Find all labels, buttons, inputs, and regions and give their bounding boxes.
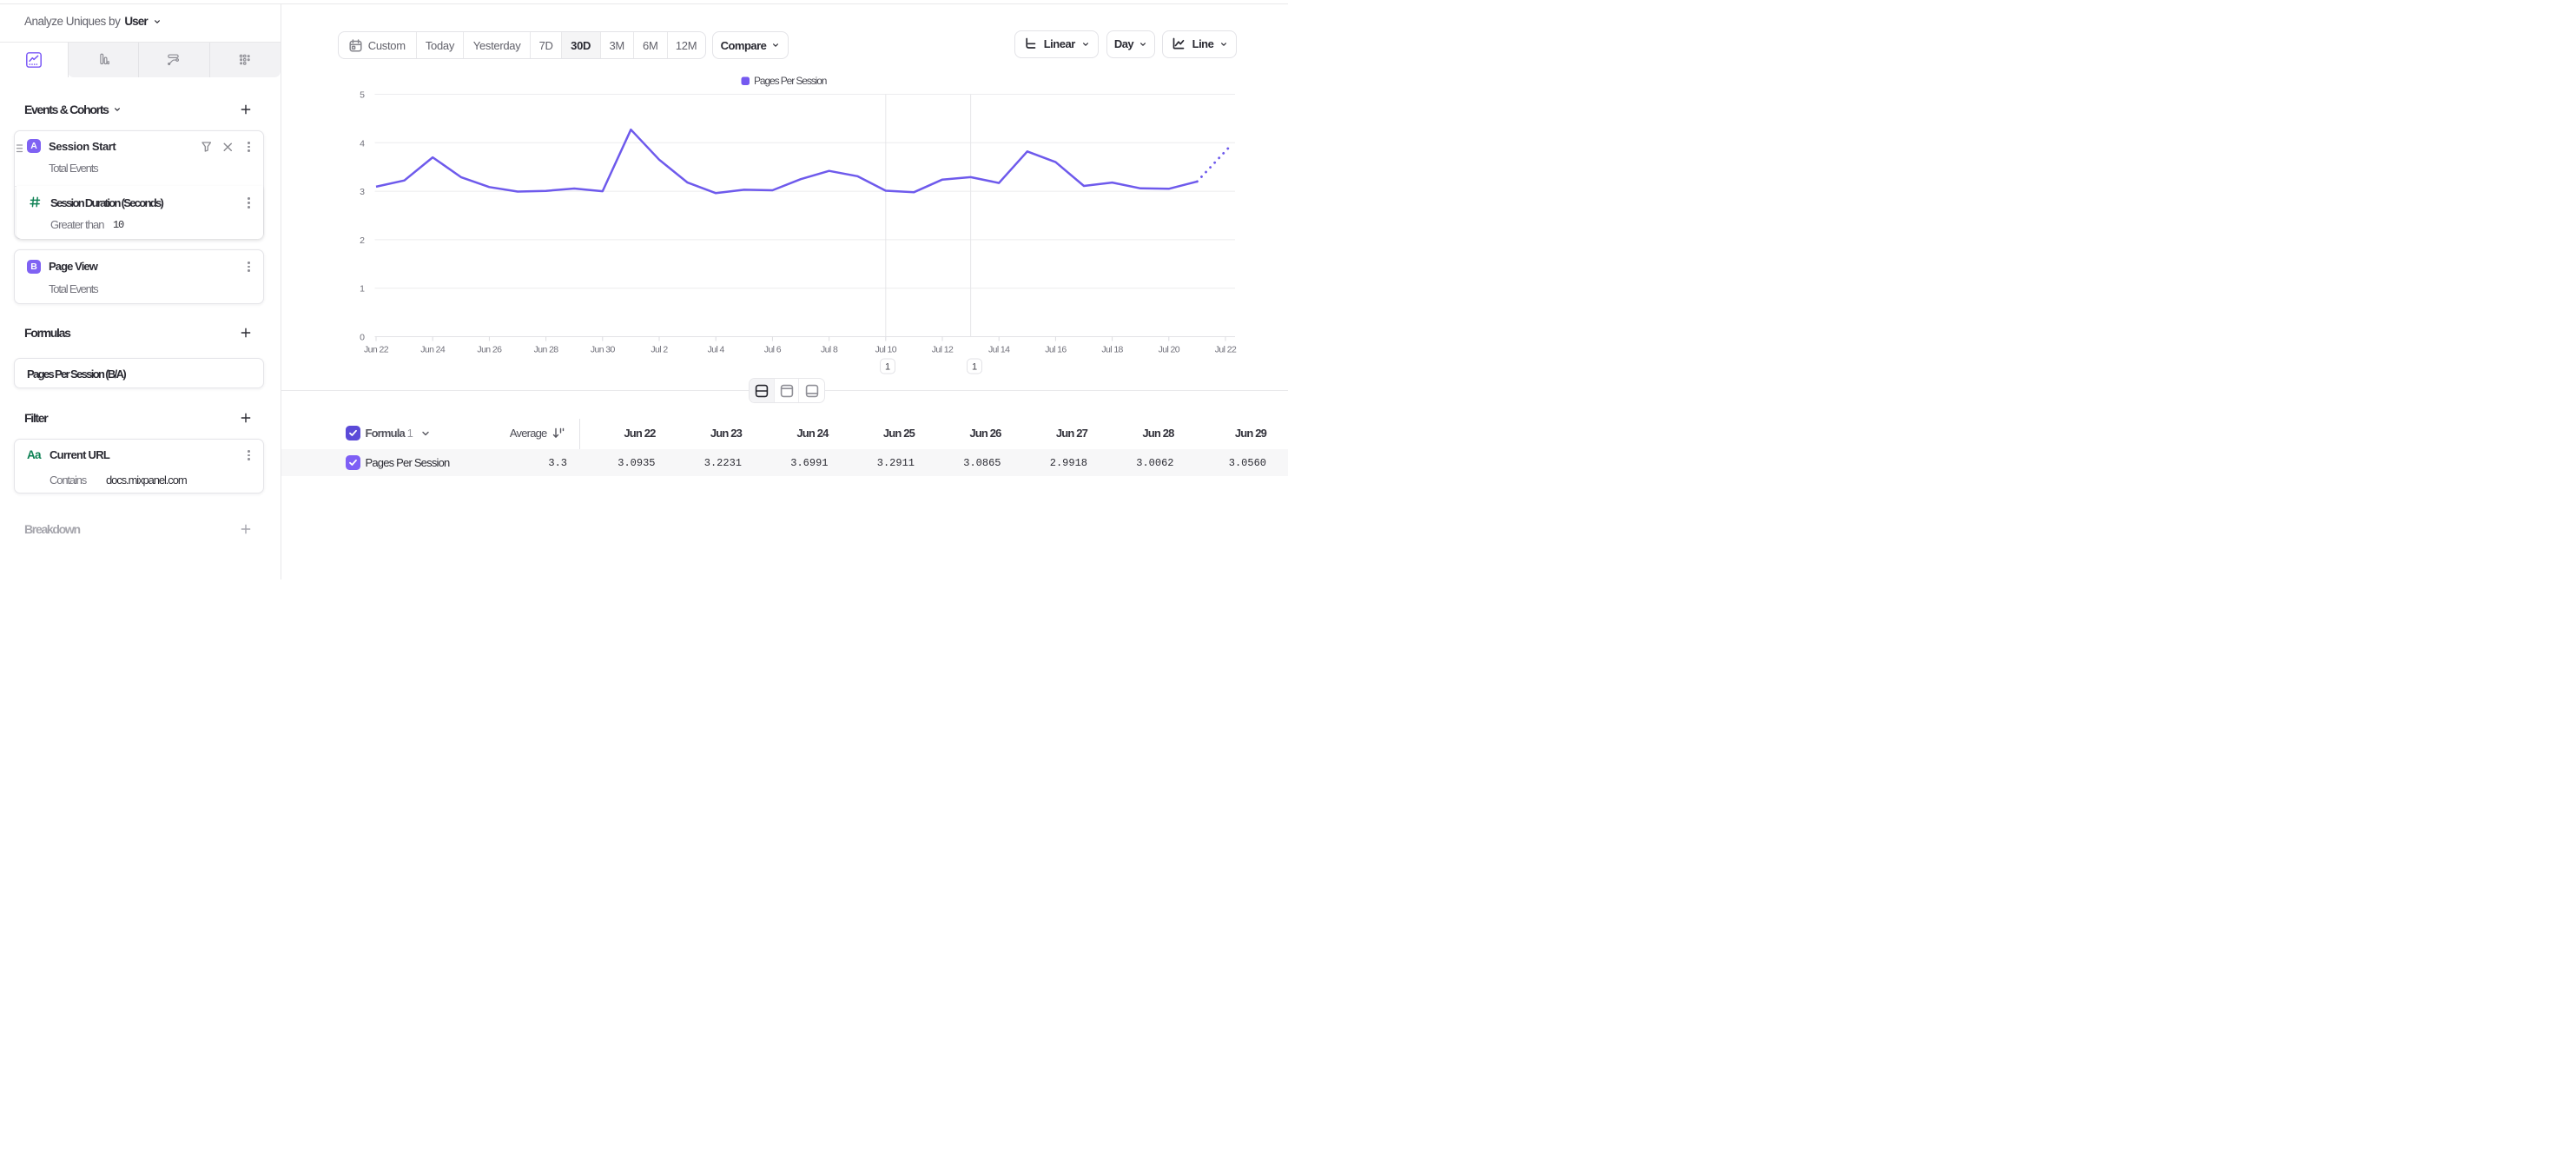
svg-text:5: 5	[360, 90, 365, 101]
svg-text:1: 1	[885, 362, 890, 373]
svg-text:Jul 20: Jul 20	[1159, 345, 1180, 355]
svg-text:Jun 26: Jun 26	[477, 345, 502, 355]
svg-text:Jul 2: Jul 2	[651, 345, 668, 355]
svg-text:3: 3	[360, 187, 365, 197]
svg-text:4: 4	[360, 138, 365, 149]
svg-text:Jul 6: Jul 6	[764, 345, 782, 355]
svg-text:1: 1	[360, 284, 365, 295]
svg-text:Jun 22: Jun 22	[364, 345, 389, 355]
svg-text:Jul 14: Jul 14	[988, 345, 1010, 355]
svg-text:Jul 18: Jul 18	[1101, 345, 1123, 355]
svg-text:Jul 10: Jul 10	[875, 345, 897, 355]
svg-text:Jun 28: Jun 28	[534, 345, 559, 355]
svg-text:Jul 8: Jul 8	[821, 345, 838, 355]
svg-text:Jul 16: Jul 16	[1045, 345, 1067, 355]
svg-text:Pages Per Session: Pages Per Session	[754, 75, 827, 87]
svg-text:Jun 24: Jun 24	[420, 345, 446, 355]
svg-text:0: 0	[360, 333, 365, 343]
svg-text:Jul 22: Jul 22	[1215, 345, 1237, 355]
svg-text:Jul 4: Jul 4	[708, 345, 725, 355]
svg-text:Jul 12: Jul 12	[932, 345, 954, 355]
svg-text:Jun 30: Jun 30	[591, 345, 616, 355]
svg-text:2: 2	[360, 235, 365, 246]
svg-text:1: 1	[972, 362, 977, 373]
